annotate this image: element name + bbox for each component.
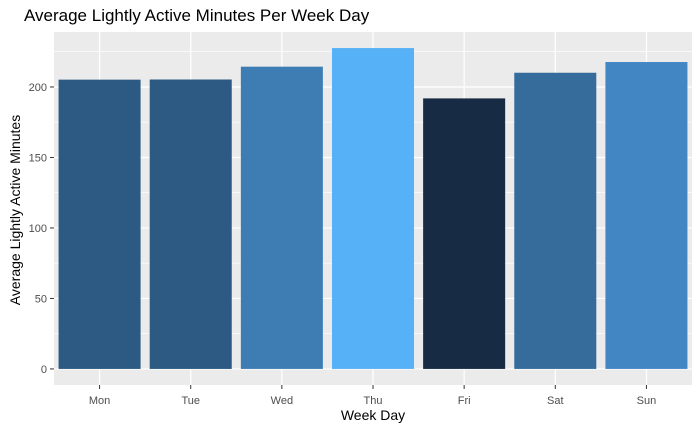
y-tick-label: 50 — [35, 293, 47, 305]
bar-mon — [58, 79, 141, 369]
chart-title: Average Lightly Active Minutes Per Week … — [24, 6, 370, 25]
y-axis: 0 50 100 150 200 — [29, 82, 54, 376]
x-tick-label: Fri — [458, 395, 471, 407]
bar-tue — [149, 79, 232, 369]
y-tick-label: 150 — [29, 152, 47, 164]
x-tick-label: Sat — [547, 395, 564, 407]
bars — [58, 48, 688, 369]
y-tick-label: 0 — [41, 364, 47, 376]
x-axis-title: Week Day — [340, 407, 406, 423]
y-tick-label: 200 — [29, 82, 47, 94]
y-tick-label: 100 — [29, 223, 47, 235]
x-tick-label: Tue — [181, 395, 200, 407]
bar-sat — [514, 72, 597, 369]
bar-thu — [331, 48, 415, 369]
x-tick-label: Sun — [637, 395, 657, 407]
x-tick-label: Mon — [89, 395, 110, 407]
bar-fri — [423, 98, 506, 369]
bar-wed — [240, 66, 323, 369]
x-tick-label: Wed — [271, 395, 293, 407]
x-tick-label: Thu — [364, 395, 383, 407]
bar-sun — [605, 62, 688, 369]
x-axis: Mon Tue Wed Thu Fri Sat Sun — [89, 385, 656, 407]
